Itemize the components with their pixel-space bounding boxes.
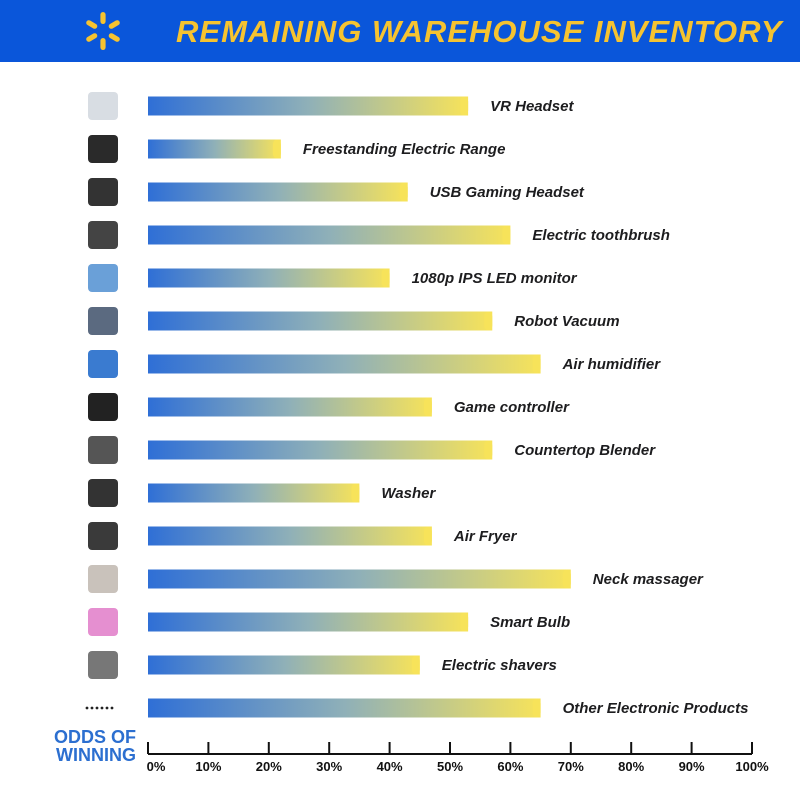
bar-row: Countertop Blender — [88, 436, 656, 464]
game-controller-icon — [88, 393, 118, 421]
humidifier-icon — [88, 350, 118, 378]
bar-label: USB Gaming Headset — [430, 184, 585, 201]
bar-row: Game controller — [88, 393, 570, 421]
bar — [148, 526, 432, 546]
bar — [148, 354, 541, 374]
bar-cap — [411, 655, 420, 675]
x-tick-label: 90% — [679, 759, 705, 774]
bar-chart: VR Headset Freestanding Electric Range USB… — [85, 92, 769, 774]
bar-row: Robot Vacuum — [88, 307, 620, 335]
air-fryer-icon — [88, 522, 118, 550]
monitor-icon — [88, 264, 118, 292]
bar-cap — [484, 440, 493, 460]
bar — [148, 268, 390, 288]
neck-massager-icon — [88, 565, 118, 593]
bar-row: 1080p IPS LED monitor — [88, 264, 578, 292]
bar-cap — [460, 612, 469, 632]
bar — [148, 182, 408, 202]
bar-row: Air humidifier — [88, 350, 661, 378]
bar-cap — [272, 139, 281, 159]
washer-icon — [88, 479, 118, 507]
bar-cap — [351, 483, 360, 503]
bar — [148, 698, 541, 718]
x-tick-label: 30% — [316, 759, 342, 774]
bar-label: Other Electronic Products — [563, 700, 749, 717]
axis-title-line: WINNING — [56, 745, 136, 765]
bar-row: Neck massager — [88, 565, 704, 593]
axis-title: ODDS OF WINNING — [48, 728, 136, 764]
bar-cap — [532, 354, 541, 374]
x-tick-label: 20% — [256, 759, 282, 774]
x-tick-label: 80% — [618, 759, 644, 774]
bar-row: Washer — [88, 479, 436, 507]
bar-row: VR Headset — [88, 92, 574, 120]
bar-cap — [532, 698, 541, 718]
bar-label: Neck massager — [593, 571, 704, 588]
bar-label: Countertop Blender — [514, 442, 656, 459]
bar-row: Smart Bulb — [88, 608, 570, 636]
bar-cap — [423, 526, 432, 546]
electric-range-icon — [88, 135, 118, 163]
bar-label: Air humidifier — [562, 356, 662, 373]
bar-label: Smart Bulb — [490, 614, 570, 631]
bar-label: Electric shavers — [442, 657, 557, 674]
bar — [148, 139, 281, 159]
ellipsis-icon — [85, 706, 114, 710]
bar-label: Electric toothbrush — [532, 227, 670, 244]
bar — [148, 655, 420, 675]
x-tick-label: 40% — [377, 759, 403, 774]
bar — [148, 483, 360, 503]
bar-row: USB Gaming Headset — [88, 178, 585, 206]
bar — [148, 311, 493, 331]
x-tick-label: 100% — [735, 759, 769, 774]
bar — [148, 397, 432, 417]
gaming-headset-icon — [88, 178, 118, 206]
bar-label: Air Fryer — [453, 528, 518, 545]
shaver-icon — [88, 651, 118, 679]
page-title: REMAINING WAREHOUSE INVENTORY — [176, 14, 783, 49]
bar-cap — [460, 96, 469, 116]
x-tick-label: 60% — [497, 759, 523, 774]
x-axis: 0% 10% 20% 30% 40% 50% 60% 70% 80% 90% 100% — [147, 742, 769, 774]
bar-label: 1080p IPS LED monitor — [412, 270, 578, 287]
x-tick-label: 0% — [147, 759, 166, 774]
x-tick-label: 70% — [558, 759, 584, 774]
bar — [148, 612, 469, 632]
axis-title-line: ODDS OF — [53, 727, 136, 747]
smart-bulb-icon — [88, 608, 118, 636]
x-tick-label: 50% — [437, 759, 463, 774]
bar-label: Game controller — [454, 399, 570, 416]
bar-cap — [484, 311, 493, 331]
bar-label: Washer — [381, 485, 436, 502]
bar-label: Robot Vacuum — [514, 313, 619, 330]
vr-headset-icon — [88, 92, 118, 120]
bar-cap — [381, 268, 390, 288]
bar — [148, 569, 571, 589]
bar-cap — [562, 569, 571, 589]
toothbrush-icon — [88, 221, 118, 249]
bar-label: Freestanding Electric Range — [303, 141, 506, 158]
bar-cap — [423, 397, 432, 417]
bar-row: Freestanding Electric Range — [88, 135, 505, 163]
header-banner: REMAINING WAREHOUSE INVENTORY — [0, 0, 800, 62]
bar-row: Other Electronic Products — [85, 698, 749, 718]
bar-cap — [502, 225, 511, 245]
bar — [148, 96, 469, 116]
bar-label: VR Headset — [490, 98, 574, 115]
bar-row: Air Fryer — [88, 522, 518, 550]
robot-vacuum-icon — [88, 307, 118, 335]
x-tick-label: 10% — [195, 759, 221, 774]
bar-cap — [399, 182, 408, 202]
bar-row: Electric shavers — [88, 651, 557, 679]
bar — [148, 225, 511, 245]
bar — [148, 440, 493, 460]
blender-icon — [88, 436, 118, 464]
walmart-spark-icon — [86, 12, 120, 50]
bar-row: Electric toothbrush — [88, 221, 670, 249]
